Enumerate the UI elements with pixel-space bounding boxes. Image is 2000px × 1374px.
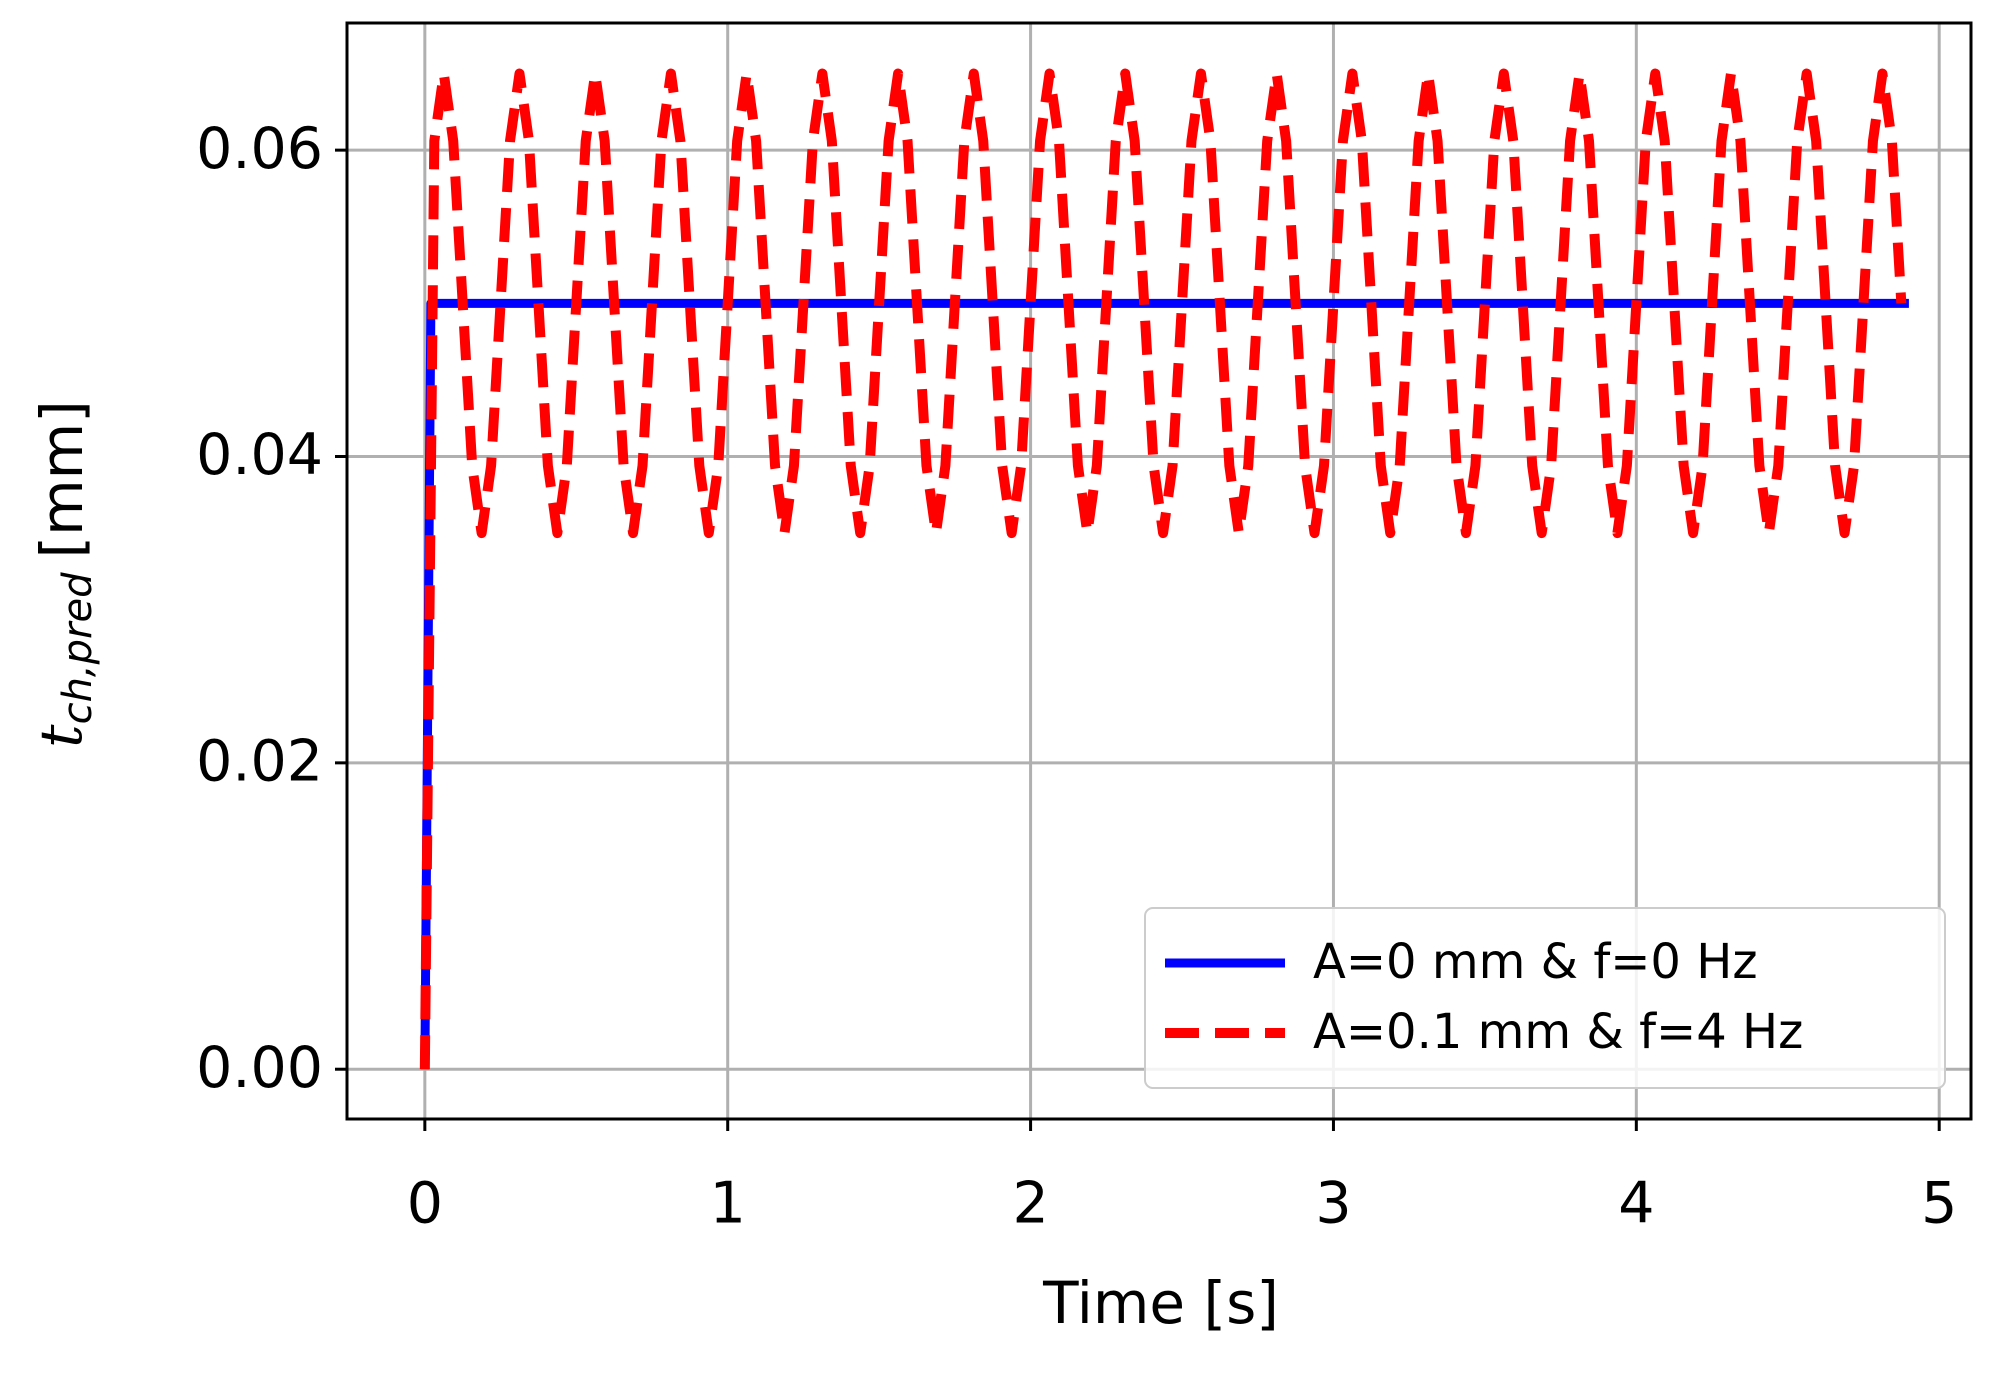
legend-label: A=0 mm & f=0 Hz (1313, 934, 1758, 990)
y-tick-label: 0.00 (196, 1035, 323, 1101)
y-tick-label: 0.04 (196, 422, 323, 488)
x-tick-label: 1 (710, 1171, 746, 1237)
x-tick-label: 3 (1315, 1171, 1351, 1237)
y-axis-subscript: ch,pred (55, 572, 101, 725)
series-line (419, 68, 1907, 1070)
x-axis-label: Time [s] (1042, 1269, 1279, 1337)
y-axis-label: tch,pred [mm] (27, 400, 101, 747)
legend-label: A=0.1 mm & f=4 Hz (1313, 1004, 1803, 1060)
plot-frame (345, 21, 1973, 1121)
y-axis-symbol: t (27, 724, 95, 748)
legend: A=0 mm & f=0 Hz A=0.1 mm & f=4 Hz (1144, 907, 1946, 1089)
y-axis-unit: [mm] (28, 400, 96, 558)
x-tick-label: 5 (1921, 1171, 1957, 1237)
x-tick-label: 2 (1012, 1171, 1048, 1237)
x-tick-label: 0 (407, 1171, 443, 1237)
y-tick-label: 0.06 (196, 116, 323, 182)
y-tick-label: 0.02 (196, 728, 323, 794)
legend-box (1144, 907, 1946, 1089)
x-tick-label: 4 (1618, 1171, 1654, 1237)
